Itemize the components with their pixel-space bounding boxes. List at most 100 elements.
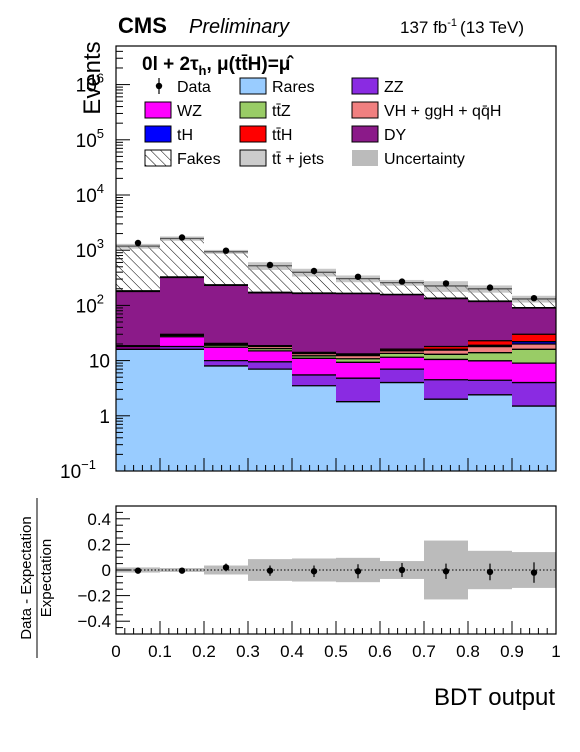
bar-ttz-2 xyxy=(204,345,248,348)
ratio-x-ticks: 0 0.1 0.2 0.3 0.4 0.5 0.6 0.7 0.8 0.9 1 xyxy=(111,621,561,661)
main-y-tick-label-6: 105 xyxy=(76,126,104,152)
legend-entry-ttjets: tt̄ + jets xyxy=(239,149,324,168)
bar-wz-8 xyxy=(468,360,512,381)
bar-fakes-0 xyxy=(116,246,160,291)
bar-wz-9 xyxy=(512,363,556,383)
bar-fakes-4 xyxy=(292,272,336,294)
bar-ttz-7 xyxy=(424,354,468,360)
legend-swatch-dy xyxy=(351,125,379,143)
bar-rares-7 xyxy=(424,399,468,471)
bar-rares-1 xyxy=(160,349,204,471)
main-y-tick-label-1: 1 xyxy=(99,407,110,428)
main-y-tick-label-3: 102 xyxy=(76,291,104,317)
x-tick-label-5: 0.5 xyxy=(324,642,348,661)
ratio-y-tick-label-4: 0.4 xyxy=(87,510,111,529)
ratio-point-8 xyxy=(486,568,494,576)
stacked-bars xyxy=(116,237,556,471)
legend-entry-data: Data xyxy=(155,78,211,96)
bar-rares-2 xyxy=(204,365,248,471)
legend-entry-ttz: tt̄Z xyxy=(239,101,291,120)
bar-dy-4 xyxy=(292,293,336,353)
legend-entry-fakes: Fakes xyxy=(144,149,221,168)
data-point-1 xyxy=(178,234,186,241)
bar-vh-4 xyxy=(292,353,336,356)
ratio-point-9 xyxy=(530,569,538,576)
bar-ttz-3 xyxy=(248,348,292,351)
main-y-tick-label-5: 104 xyxy=(76,181,104,207)
ratio-y-tick-label-0: −0.4 xyxy=(77,612,111,631)
data-point-6 xyxy=(398,278,406,285)
data-point-5 xyxy=(354,273,362,280)
bar-fakes-2 xyxy=(204,251,248,285)
legend-marker xyxy=(155,82,163,90)
bar-wz-2 xyxy=(204,347,248,361)
ratio-point-0 xyxy=(134,567,142,574)
bar-wz-4 xyxy=(292,358,336,375)
bar-rares-8 xyxy=(468,394,512,471)
cms-label: CMS xyxy=(118,13,167,38)
bar-wz-5 xyxy=(336,362,380,379)
legend-swatch-th xyxy=(144,125,172,143)
legend-swatch-wz xyxy=(144,101,172,119)
bar-ttz-6 xyxy=(380,353,424,358)
bar-wz-0 xyxy=(116,346,160,350)
bar-tth-8 xyxy=(468,340,512,346)
bar-dy-3 xyxy=(248,292,292,346)
legend-label-ttz: tt̄Z xyxy=(272,103,291,120)
lumi-label: 137 fb-1 (13 TeV) xyxy=(400,17,524,37)
data-point-7 xyxy=(442,280,450,287)
ratio-point-7 xyxy=(442,568,450,575)
bar-zz-1 xyxy=(160,346,204,350)
bar-rares-3 xyxy=(248,369,292,471)
bar-dy-5 xyxy=(336,293,380,354)
bar-fakes-5 xyxy=(336,278,380,294)
legend-swatch-unc xyxy=(352,150,378,166)
bar-th-8 xyxy=(468,345,512,347)
bar-ttz-9 xyxy=(512,349,556,364)
lumi-exponent: -1 xyxy=(447,17,457,29)
ratio-point-1 xyxy=(178,567,186,574)
main-panel: 10−1 1 10 102 103 104 105 106 Events xyxy=(60,41,557,483)
ratio-y-label-numerator: Data - Expectation xyxy=(18,516,35,639)
unc-band-0 xyxy=(116,243,160,249)
ratio-point-5 xyxy=(354,568,362,575)
lumi-value: 137 fb xyxy=(400,18,447,37)
bar-wz-6 xyxy=(380,357,424,370)
energy-label: (13 TeV) xyxy=(460,18,524,37)
ratio-point-3 xyxy=(266,567,274,574)
legend-swatch-tth xyxy=(239,125,267,143)
bar-vh-3 xyxy=(248,346,292,349)
bar-dy-8 xyxy=(468,301,512,341)
bar-zz-2 xyxy=(204,360,248,366)
x-tick-label-9: 0.9 xyxy=(500,642,524,661)
bar-vh-6 xyxy=(380,350,424,354)
data-points xyxy=(134,234,538,302)
ratio-y-tick-label-3: 0.2 xyxy=(87,535,111,554)
legend-entry-th: tH xyxy=(144,125,193,144)
bar-ttz-5 xyxy=(336,358,380,363)
ratio-y-tick-label-1: −0.2 xyxy=(77,587,111,606)
legend-label-tth: tt̄H xyxy=(272,127,292,144)
x-tick-label-3: 0.3 xyxy=(236,642,260,661)
bar-rares-9 xyxy=(512,406,556,471)
legend-label-rares: Rares xyxy=(272,79,315,96)
bar-vh-9 xyxy=(512,343,556,350)
legend-entry-wz: WZ xyxy=(144,101,202,120)
ratio-y-ticks: −0.4 −0.2 0 0.2 0.4 xyxy=(77,510,130,631)
x-tick-label-6: 0.6 xyxy=(368,642,392,661)
bar-wz-1 xyxy=(160,336,204,347)
legend-entry-dy: DY xyxy=(351,125,407,144)
main-x-ticks xyxy=(115,458,557,471)
main-y-tick-label-4: 103 xyxy=(76,236,104,262)
legend-entry-vh: VH + ggH + qq̄H xyxy=(351,101,501,120)
legend-label-vh: VH + ggH + qq̄H xyxy=(384,103,501,120)
legend: Data Rares ZZ WZ tt̄Z VH + ggH + qq̄H tH tt̄H DY… xyxy=(144,77,501,168)
legend-swatch-ttz xyxy=(239,101,267,119)
x-tick-label-10: 1 xyxy=(551,642,560,661)
data-point-0 xyxy=(134,239,142,247)
bar-fakes-6 xyxy=(380,282,424,295)
x-tick-label-1: 0.1 xyxy=(148,642,172,661)
legend-label-ttjets: tt̄ + jets xyxy=(272,151,324,168)
bar-vh-8 xyxy=(468,346,512,353)
main-y-tick-label-7: 106 xyxy=(76,71,104,97)
